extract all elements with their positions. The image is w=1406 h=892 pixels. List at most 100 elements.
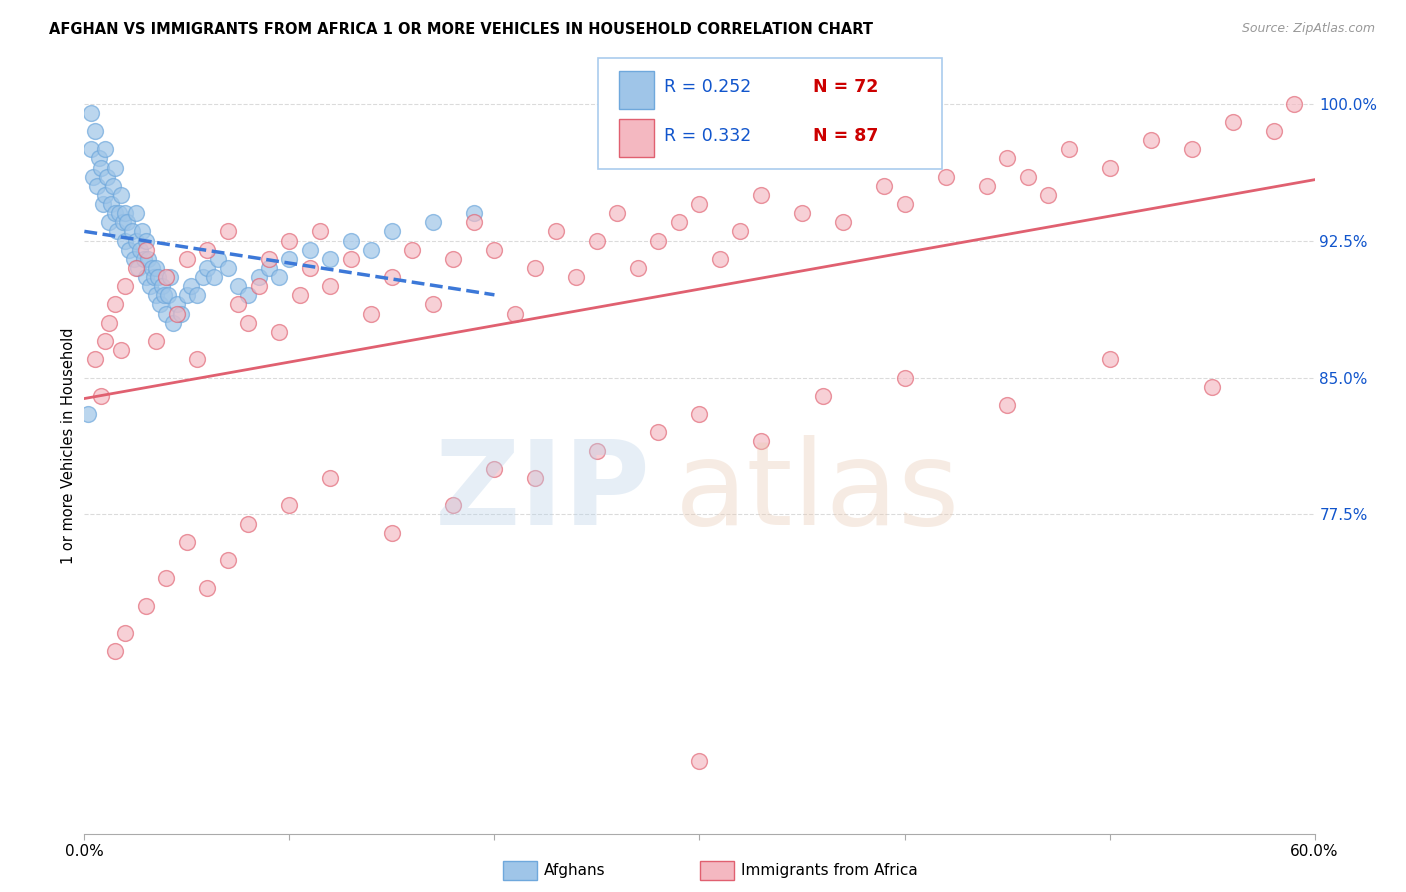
Point — [749, 188, 772, 202]
Point — [217, 260, 239, 275]
Point — [544, 224, 567, 238]
Point — [524, 471, 547, 485]
Point — [381, 224, 404, 238]
Point — [141, 260, 163, 275]
Point — [143, 270, 166, 285]
Point — [105, 224, 128, 238]
Point — [176, 534, 198, 549]
Point — [148, 270, 170, 285]
Point — [709, 252, 731, 266]
Point — [524, 260, 547, 275]
Point — [114, 206, 136, 220]
Point — [995, 152, 1018, 166]
Point — [197, 581, 219, 595]
Point — [278, 252, 301, 266]
Point — [83, 124, 105, 138]
Point — [443, 499, 465, 513]
Point — [124, 234, 146, 248]
Point — [94, 188, 117, 202]
Point — [689, 754, 711, 768]
Point — [288, 288, 311, 302]
Point — [217, 224, 239, 238]
Point — [83, 352, 105, 367]
Point — [127, 260, 149, 275]
Point — [1282, 96, 1305, 111]
Point — [257, 252, 280, 266]
Point — [1263, 124, 1285, 138]
Point — [226, 297, 249, 311]
Point — [247, 270, 270, 285]
Point — [104, 206, 127, 220]
Point — [1201, 379, 1223, 393]
Point — [193, 270, 215, 285]
Point — [118, 243, 141, 257]
Text: N = 72: N = 72 — [813, 78, 877, 96]
Point — [893, 197, 915, 211]
Point — [689, 197, 711, 211]
Point — [104, 161, 127, 175]
Point — [668, 215, 690, 229]
Point — [150, 279, 173, 293]
Point — [186, 352, 208, 367]
Point — [145, 288, 167, 302]
Point — [157, 288, 180, 302]
Point — [90, 161, 112, 175]
Point — [627, 260, 650, 275]
Text: R = 0.252: R = 0.252 — [664, 78, 751, 96]
Point — [893, 370, 915, 384]
Point — [278, 499, 301, 513]
Text: ZIP: ZIP — [434, 435, 651, 550]
Point — [159, 270, 181, 285]
Point — [484, 243, 506, 257]
Point — [340, 252, 363, 266]
Point — [153, 288, 176, 302]
Point — [114, 234, 136, 248]
Text: atlas: atlas — [675, 435, 960, 550]
Point — [155, 307, 177, 321]
Point — [503, 307, 526, 321]
Point — [935, 169, 957, 184]
Point — [443, 252, 465, 266]
Y-axis label: 1 or more Vehicles in Household: 1 or more Vehicles in Household — [60, 327, 76, 565]
Point — [381, 270, 404, 285]
Point — [976, 178, 998, 193]
Point — [79, 105, 101, 120]
Point — [606, 206, 628, 220]
Point — [586, 443, 609, 458]
Point — [238, 316, 260, 330]
Text: Afghans: Afghans — [544, 863, 606, 878]
Point — [135, 234, 157, 248]
Point — [176, 252, 198, 266]
Text: Source: ZipAtlas.com: Source: ZipAtlas.com — [1241, 22, 1375, 36]
Point — [98, 215, 120, 229]
Point — [90, 389, 112, 403]
Point — [135, 243, 157, 257]
Text: AFGHAN VS IMMIGRANTS FROM AFRICA 1 OR MORE VEHICLES IN HOUSEHOLD CORRELATION CHA: AFGHAN VS IMMIGRANTS FROM AFRICA 1 OR MO… — [49, 22, 873, 37]
Point — [298, 260, 321, 275]
Point — [117, 215, 139, 229]
Point — [873, 178, 896, 193]
Point — [1181, 142, 1204, 156]
Point — [136, 252, 159, 266]
Point — [319, 471, 342, 485]
Point — [647, 425, 669, 440]
Point — [114, 626, 136, 640]
Point — [360, 243, 382, 257]
Point — [298, 243, 321, 257]
Text: R = 0.332: R = 0.332 — [664, 128, 751, 145]
Point — [122, 252, 145, 266]
Point — [340, 234, 363, 248]
Point — [100, 197, 122, 211]
Point — [124, 206, 146, 220]
Point — [91, 197, 114, 211]
Point — [112, 215, 135, 229]
Point — [197, 243, 219, 257]
Point — [166, 307, 188, 321]
Point — [278, 234, 301, 248]
Point — [730, 224, 752, 238]
Point — [108, 206, 131, 220]
Point — [401, 243, 423, 257]
Point — [104, 644, 127, 658]
Point — [1098, 161, 1121, 175]
Point — [139, 279, 162, 293]
